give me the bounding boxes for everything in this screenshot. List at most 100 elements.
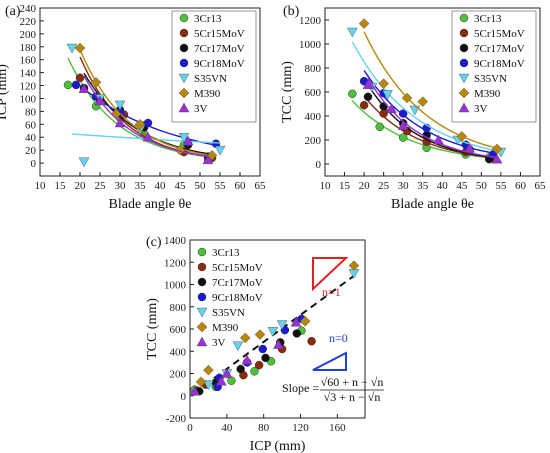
data-point xyxy=(78,83,90,93)
y-tick-label: 200 xyxy=(20,29,37,41)
y-tick-label: 600 xyxy=(170,324,187,336)
x-tick-label: 25 xyxy=(95,180,107,192)
data-point xyxy=(290,316,302,327)
x-tick-label: 45 xyxy=(456,180,468,192)
data-point xyxy=(258,344,268,354)
y-axis-label: TCC (mm) xyxy=(145,298,160,360)
data-point xyxy=(114,100,126,111)
y-tick-label: 0 xyxy=(316,159,322,171)
x-tick-label: 50 xyxy=(476,180,488,192)
data-point xyxy=(203,380,214,391)
x-tick-label: 60 xyxy=(235,180,247,192)
y-tick-label: -200 xyxy=(166,413,187,425)
legend-entry: 5Cr15MoV xyxy=(474,28,525,40)
x-axis-label: Blade angle θe xyxy=(391,197,474,212)
data-point xyxy=(174,144,186,156)
x-tick-label: 20 xyxy=(75,180,87,192)
y-tick-label: 1000 xyxy=(164,280,187,292)
data-point xyxy=(398,109,408,118)
data-point xyxy=(348,89,357,99)
data-point xyxy=(378,78,389,89)
plot-frame xyxy=(39,7,261,177)
data-point xyxy=(464,142,475,153)
x-tick-label: 30 xyxy=(398,180,410,192)
data-point xyxy=(114,117,126,128)
legend-marker xyxy=(197,262,207,272)
data-point xyxy=(359,100,369,110)
data-point xyxy=(417,96,429,107)
y-tick-label: 160 xyxy=(20,55,37,67)
series-3V xyxy=(362,77,503,164)
data-point xyxy=(362,79,374,90)
y-tick-label: 600 xyxy=(305,87,322,99)
chart-panel-a: 10 15 20 25 30 35 40 45 50 55 60 650204060801001201… xyxy=(0,3,266,212)
series-M390 xyxy=(358,18,503,155)
x-tick-label: 40 xyxy=(221,422,233,434)
legend-marker xyxy=(459,28,469,38)
legend-entry: 3Cr13 xyxy=(194,13,222,25)
x-tick-label: 55 xyxy=(495,180,507,192)
data-point xyxy=(348,260,360,271)
x-tick-label: 60 xyxy=(515,180,527,192)
data-point xyxy=(203,364,214,376)
legend-marker xyxy=(178,73,190,84)
data-point xyxy=(358,18,370,29)
legend-entry: S35VN xyxy=(474,73,507,85)
data-point xyxy=(261,353,270,363)
data-point xyxy=(143,118,153,128)
x-tick-label: 30 xyxy=(115,180,127,192)
data-point xyxy=(299,315,311,327)
x-axis-label: ICP (mm) xyxy=(250,439,306,453)
legend-entry: M390 xyxy=(474,88,501,100)
fit-line xyxy=(194,273,357,394)
data-point xyxy=(241,354,253,365)
data-point xyxy=(63,80,73,90)
data-point xyxy=(182,135,194,146)
data-point xyxy=(397,120,409,130)
legend: 3Cr13 5Cr15MoV 7Cr17MoV 9Cr18MoV S35VN M390 3V xyxy=(171,10,257,123)
y-tick-label: 80 xyxy=(25,106,37,118)
y-tick-label: 60 xyxy=(25,119,37,131)
data-point xyxy=(250,367,259,376)
x-tick-label: 25 xyxy=(378,180,390,192)
legend-entry: 5Cr15MoV xyxy=(194,28,245,40)
legend-marker xyxy=(459,43,469,53)
legend-marker xyxy=(196,307,208,318)
legend-marker xyxy=(459,58,469,68)
data-point xyxy=(78,157,90,168)
data-point xyxy=(134,119,146,130)
y-tick-label: 220 xyxy=(20,16,37,28)
x-tick-label: 10 xyxy=(35,180,47,192)
data-point xyxy=(433,134,444,145)
data-point xyxy=(409,105,421,116)
data-point xyxy=(221,368,233,378)
legend-marker xyxy=(196,321,208,333)
data-point xyxy=(214,145,226,156)
legend-entry: 9Cr18MoV xyxy=(212,292,263,304)
data-point xyxy=(386,103,397,114)
data-point xyxy=(94,95,106,106)
slope-triangle-n1 xyxy=(312,257,349,292)
fit-curve xyxy=(351,41,502,153)
panel-label-a: (a) xyxy=(5,4,21,19)
data-point xyxy=(254,360,264,370)
x-tick-label: 50 xyxy=(195,180,207,192)
data-point xyxy=(276,320,288,330)
legend-entry: 9Cr18MoV xyxy=(194,58,245,70)
data-point xyxy=(227,376,236,385)
legend: 3Cr13 5Cr15MoV 7Cr17MoV 9Cr18MoV S35VN M390 3V xyxy=(451,10,537,123)
data-point xyxy=(491,153,503,164)
x-tick-label: 55 xyxy=(215,180,227,192)
y-tick-label: 400 xyxy=(305,111,322,123)
data-point xyxy=(189,385,200,396)
legend-marker xyxy=(179,58,189,68)
legend-entry: 7Cr17MoV xyxy=(194,43,245,55)
data-point xyxy=(379,109,388,118)
annotation-n1: n=1 xyxy=(322,285,341,299)
y-tick-label: 800 xyxy=(305,63,322,75)
slope-triangle-n0 xyxy=(312,351,347,371)
chart-panel-c: 0 40 80 120 160-2000200400600800100012001400… xyxy=(145,235,384,453)
annotation-n0: n=0 xyxy=(329,331,348,345)
y-tick-label: 20 xyxy=(25,145,37,157)
